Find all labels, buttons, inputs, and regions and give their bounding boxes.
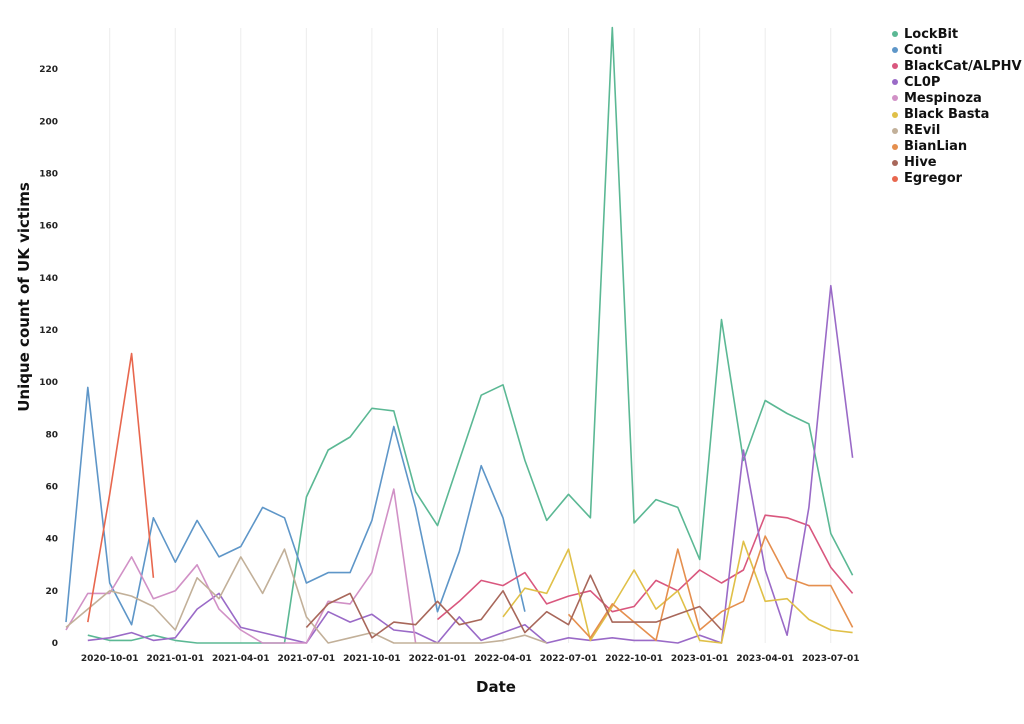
- x-tick-label: 2021-07-01: [278, 654, 336, 664]
- series-line: [65, 386, 526, 626]
- series-line: [87, 284, 854, 644]
- legend-marker: [892, 31, 898, 38]
- series-lines: [65, 26, 854, 644]
- legend-marker: [892, 47, 898, 54]
- y-tick-label: 40: [45, 535, 58, 545]
- x-axis-ticks: 2020-10-01 2021-01-01 2021-04-01 2021-07-01…: [81, 654, 860, 664]
- y-axis-ticks: 0 20 40 60 80 100 120 140 160 180 200 220: [39, 65, 58, 649]
- series-line: [87, 26, 854, 644]
- x-tick-label: 2023-04-01: [736, 654, 794, 664]
- y-tick-label: 160: [39, 222, 58, 232]
- series-line: [567, 535, 854, 642]
- legend-marker: [892, 159, 898, 166]
- legend-label: BianLian: [904, 139, 968, 155]
- y-tick-label: 0: [52, 639, 58, 649]
- x-tick-label: 2023-01-01: [671, 654, 729, 664]
- y-axis-title: Unique count of UK victims: [15, 182, 33, 412]
- x-tick-label: 2020-10-01: [81, 654, 139, 664]
- series-line: [305, 574, 723, 639]
- y-tick-label: 20: [45, 587, 58, 597]
- x-tick-label: 2022-07-01: [540, 654, 598, 664]
- series-cl0p: [87, 284, 854, 644]
- legend-marker: [892, 127, 898, 134]
- series-bianlian: [567, 535, 854, 642]
- legend-label: BlackCat/ALPHV: [904, 58, 1022, 74]
- series-line: [436, 514, 854, 621]
- legend-label: Conti: [904, 42, 943, 58]
- series-line: [87, 352, 155, 623]
- series-revil: [65, 548, 547, 644]
- y-tick-label: 120: [39, 326, 58, 336]
- y-tick-label: 180: [39, 170, 58, 180]
- y-tick-label: 100: [39, 378, 58, 388]
- legend-item[interactable]: Black Basta: [892, 106, 1022, 122]
- legend-item[interactable]: Hive: [892, 155, 1022, 171]
- legend-label: REvil: [904, 123, 941, 139]
- series-line: [65, 548, 547, 644]
- x-tick-label: 2022-01-01: [409, 654, 467, 664]
- legend-marker: [892, 95, 898, 102]
- series-black-basta: [502, 540, 853, 644]
- series-lockbit: [87, 26, 854, 644]
- y-tick-label: 60: [45, 483, 58, 493]
- legend-label: Egregor: [904, 171, 963, 187]
- legend-item[interactable]: LockBit: [892, 26, 1022, 42]
- legend-marker: [892, 79, 898, 86]
- y-tick-label: 80: [45, 430, 58, 440]
- y-tick-label: 140: [39, 274, 58, 284]
- series-conti: [65, 386, 526, 626]
- legend-label: Hive: [904, 155, 937, 171]
- legend-item[interactable]: Mespinoza: [892, 90, 1022, 106]
- legend-label: Black Basta: [904, 107, 990, 123]
- series-egregor: [87, 352, 155, 623]
- series-line: [502, 540, 853, 644]
- x-tick-label: 2021-04-01: [212, 654, 270, 664]
- legend-item[interactable]: CL0P: [892, 74, 1022, 90]
- legend-marker: [892, 111, 898, 118]
- x-tick-label: 2022-10-01: [605, 654, 663, 664]
- x-tick-label: 2023-07-01: [802, 654, 860, 664]
- legend-label: CL0P: [904, 74, 941, 90]
- x-axis-title: Date: [476, 678, 516, 696]
- vertical-gridlines: [109, 28, 832, 643]
- y-tick-label: 200: [39, 117, 58, 127]
- x-tick-label: 2022-04-01: [474, 654, 532, 664]
- legend-marker: [892, 175, 898, 182]
- series-line: [65, 488, 417, 644]
- legend-label: Mespinoza: [904, 90, 982, 106]
- legend-marker: [892, 143, 898, 150]
- x-tick-label: 2021-01-01: [146, 654, 204, 664]
- legend-marker: [892, 63, 898, 70]
- legend-item[interactable]: BlackCat/ALPHV: [892, 58, 1022, 74]
- series-mespinoza: [65, 488, 417, 644]
- legend-label: LockBit: [904, 26, 959, 42]
- x-tick-label: 2021-10-01: [343, 654, 401, 664]
- legend-item[interactable]: Egregor: [892, 171, 1022, 187]
- series-hive: [305, 574, 723, 639]
- legend-item[interactable]: BianLian: [892, 139, 1022, 155]
- chart-legend: LockBit Conti BlackCat/ALPHV CL0P Mespinoza B…: [892, 26, 1022, 187]
- legend-item[interactable]: Conti: [892, 42, 1022, 58]
- y-tick-label: 220: [39, 65, 58, 75]
- series-blackcat-alphv: [436, 514, 854, 621]
- legend-item[interactable]: REvil: [892, 123, 1022, 139]
